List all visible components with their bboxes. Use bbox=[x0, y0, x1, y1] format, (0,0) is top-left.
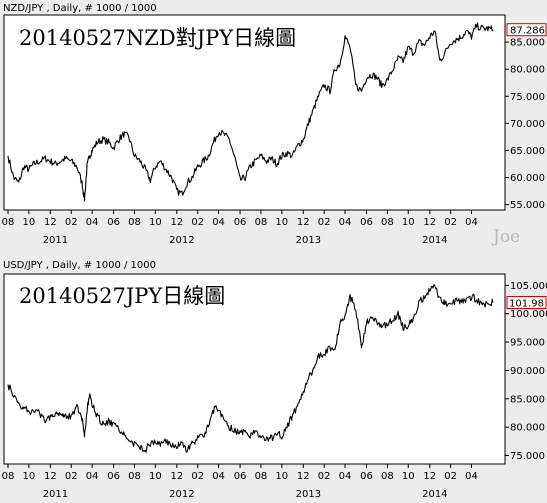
usdjpy-x-tick-label: 10 bbox=[275, 471, 288, 482]
usdjpy-x-tick-label: 10 bbox=[22, 471, 35, 482]
usdjpy-y-tick-label: 95.000 bbox=[510, 338, 545, 349]
usdjpy-x-tick-label: 10 bbox=[402, 471, 415, 482]
nzdjpy-x-year-label: 2014 bbox=[422, 235, 447, 246]
usdjpy-chart-title: 20140527JPY日線圖 bbox=[19, 284, 225, 308]
usdjpy-x-tick-label: 12 bbox=[44, 471, 57, 482]
usdjpy-x-tick-label: 02 bbox=[444, 471, 457, 482]
usdjpy-last-value-label: 101.98 bbox=[506, 296, 547, 310]
nzdjpy-x-tick-label: 08 bbox=[255, 217, 268, 228]
nzdjpy-x-tick-label: 02 bbox=[444, 217, 457, 228]
usdjpy-x-year-label: 2011 bbox=[43, 489, 68, 500]
watermark-joe: Joe bbox=[491, 227, 520, 247]
nzdjpy-last-value-text: 87.286 bbox=[510, 26, 545, 37]
nzdjpy-x-tick-label: 02 bbox=[65, 217, 78, 228]
nzdjpy-x-tick-label: 08 bbox=[381, 217, 394, 228]
usdjpy-x-tick-label: 08 bbox=[2, 471, 15, 482]
nzdjpy-chart-header: NZD/JPY , Daily, # 1000 / 1000 bbox=[3, 3, 157, 14]
nzdjpy-y-tick-label: 85.000 bbox=[510, 38, 545, 49]
nzdjpy-y-tick-label: 60.000 bbox=[510, 173, 545, 184]
nzdjpy-x-tick-label: 02 bbox=[191, 217, 204, 228]
nzdjpy-last-value-label: 87.286 bbox=[506, 23, 547, 37]
nzdjpy-chart-title: 20140527NZD對JPY日線圖 bbox=[19, 26, 296, 50]
nzdjpy-x-tick-label: 06 bbox=[360, 217, 373, 228]
usdjpy-y-tick-label: 105.000 bbox=[510, 281, 547, 292]
usdjpy-x-tick-label: 12 bbox=[170, 471, 183, 482]
nzdjpy-chart-panel: NZD/JPY , Daily, # 1000 / 1000 20140527N… bbox=[2, 3, 547, 247]
usdjpy-y-ticks: 75.000 80.000 85.000 90.000 95.000 100.000 105… bbox=[505, 281, 547, 462]
usdjpy-x-tick-label: 08 bbox=[381, 471, 394, 482]
nzdjpy-x-tick-label: 10 bbox=[22, 217, 35, 228]
usdjpy-x-ticks: 08 10 12 02 04 06 08 10 12 02 04 06 08 10 12 02 04 06 08 10… bbox=[2, 464, 478, 500]
usdjpy-x-tick-label: 02 bbox=[318, 471, 331, 482]
usdjpy-x-tick-label: 04 bbox=[339, 471, 352, 482]
nzdjpy-x-tick-label: 04 bbox=[465, 217, 478, 228]
usdjpy-y-tick-label: 80.000 bbox=[510, 423, 545, 434]
nzdjpy-x-tick-label: 04 bbox=[86, 217, 99, 228]
usdjpy-x-tick-label: 06 bbox=[107, 471, 120, 482]
nzdjpy-y-tick-label: 70.000 bbox=[510, 119, 545, 130]
nzdjpy-x-tick-label: 04 bbox=[212, 217, 225, 228]
nzdjpy-x-tick-label: 12 bbox=[170, 217, 183, 228]
nzdjpy-x-tick-label: 04 bbox=[339, 217, 352, 228]
usdjpy-x-tick-label: 02 bbox=[191, 471, 204, 482]
usdjpy-x-tick-label: 04 bbox=[86, 471, 99, 482]
nzdjpy-x-tick-label: 12 bbox=[297, 217, 310, 228]
nzdjpy-price-line bbox=[7, 22, 494, 202]
usdjpy-x-year-label: 2012 bbox=[169, 489, 194, 500]
nzdjpy-last-value-box bbox=[506, 23, 547, 37]
nzdjpy-x-tick-label: 06 bbox=[234, 217, 247, 228]
usdjpy-last-value-box bbox=[506, 296, 547, 309]
nzdjpy-x-year-label: 2013 bbox=[296, 235, 321, 246]
usdjpy-y-tick-label: 75.000 bbox=[510, 451, 545, 462]
usdjpy-x-tick-label: 10 bbox=[149, 471, 162, 482]
nzdjpy-x-tick-label: 02 bbox=[318, 217, 331, 228]
usdjpy-x-tick-label: 06 bbox=[360, 471, 373, 482]
nzdjpy-x-ticks: 08 10 12 02 04 06 08 10 12 02 04 06 08 10 12 02 04 06 08 10… bbox=[2, 210, 478, 246]
nzdjpy-x-tick-label: 08 bbox=[2, 217, 15, 228]
nzdjpy-x-year-label: 2012 bbox=[169, 235, 194, 246]
usdjpy-x-tick-label: 02 bbox=[65, 471, 78, 482]
nzdjpy-x-year-label: 2011 bbox=[43, 235, 68, 246]
usdjpy-price-line bbox=[7, 283, 494, 453]
usdjpy-x-tick-label: 08 bbox=[128, 471, 141, 482]
usdjpy-chart-panel: USD/JPY , Daily, # 1000 / 1000 20140527J… bbox=[2, 260, 547, 500]
usdjpy-x-tick-label: 04 bbox=[465, 471, 478, 482]
nzdjpy-x-tick-label: 08 bbox=[128, 217, 141, 228]
usdjpy-x-tick-label: 06 bbox=[234, 471, 247, 482]
usdjpy-x-year-label: 2013 bbox=[296, 489, 321, 500]
usdjpy-chart-header: USD/JPY , Daily, # 1000 / 1000 bbox=[3, 260, 156, 271]
nzdjpy-x-tick-label: 12 bbox=[423, 217, 436, 228]
nzdjpy-y-tick-label: 80.000 bbox=[510, 65, 545, 76]
nzdjpy-plot-area bbox=[3, 14, 506, 211]
usdjpy-y-tick-label: 100.000 bbox=[510, 309, 547, 320]
usdjpy-last-value-text: 101.98 bbox=[509, 299, 544, 310]
usdjpy-x-tick-label: 12 bbox=[297, 471, 310, 482]
usdjpy-x-tick-label: 08 bbox=[255, 471, 268, 482]
nzdjpy-x-tick-label: 10 bbox=[402, 217, 415, 228]
nzdjpy-x-tick-label: 06 bbox=[107, 217, 120, 228]
usdjpy-y-tick-label: 85.000 bbox=[510, 394, 545, 405]
nzdjpy-x-tick-label: 10 bbox=[275, 217, 288, 228]
usdjpy-y-tick-label: 90.000 bbox=[510, 366, 545, 377]
nzdjpy-y-ticks: 55.000 60.000 65.000 70.000 75.000 80.000 85.0… bbox=[505, 38, 545, 211]
usdjpy-x-tick-label: 04 bbox=[212, 471, 225, 482]
nzdjpy-x-tick-label: 12 bbox=[44, 217, 57, 228]
usdjpy-x-year-label: 2014 bbox=[422, 489, 447, 500]
nzdjpy-y-tick-label: 55.000 bbox=[510, 200, 545, 211]
usdjpy-x-tick-label: 12 bbox=[423, 471, 436, 482]
nzdjpy-y-tick-label: 75.000 bbox=[510, 92, 545, 103]
nzdjpy-x-tick-label: 10 bbox=[149, 217, 162, 228]
nzdjpy-y-tick-label: 65.000 bbox=[510, 146, 545, 157]
